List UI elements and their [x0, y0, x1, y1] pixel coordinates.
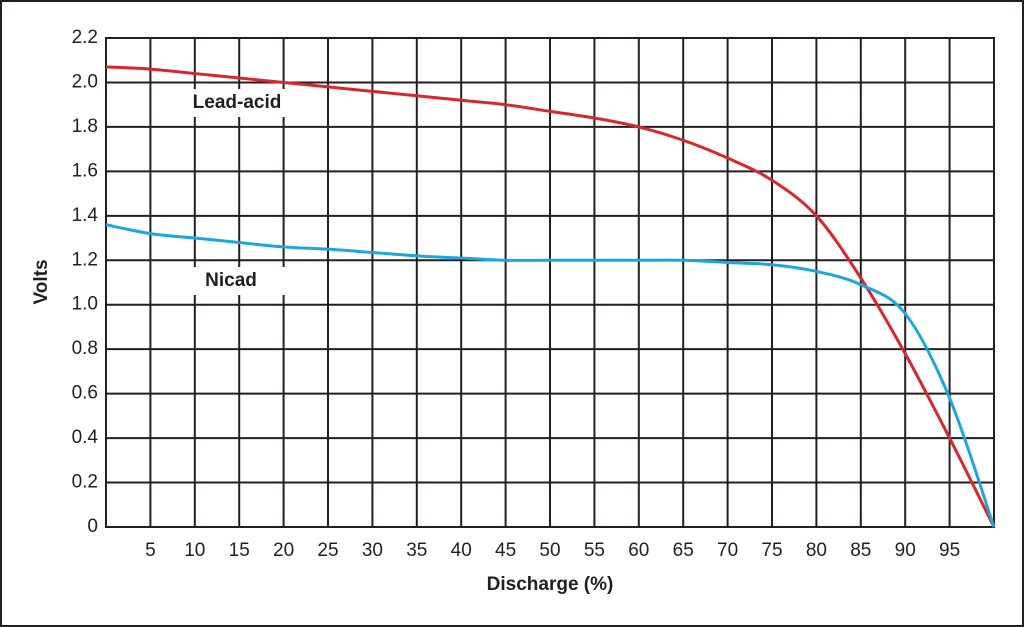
y-tick-label: 0: [87, 516, 98, 537]
y-tick-label: 0.2: [72, 472, 98, 493]
label-background: [179, 89, 295, 117]
x-tick-label: 65: [673, 540, 694, 561]
x-tick-label: 25: [317, 540, 338, 561]
y-tick-label: 1.8: [72, 116, 98, 137]
y-tick-label: 1.4: [72, 205, 99, 226]
y-axis-label: Volts: [31, 259, 52, 304]
series-label: Nicad: [205, 270, 257, 291]
x-tick-label: 60: [628, 540, 649, 561]
x-tick-label: 15: [229, 540, 250, 561]
y-tick-label: 0.4: [72, 427, 99, 448]
y-tick-label: 2.0: [72, 71, 98, 92]
x-axis-label: Discharge (%): [487, 574, 614, 595]
x-tick-label: 90: [895, 540, 916, 561]
x-tick-label: 20: [273, 540, 294, 561]
y-tick-label: 0.8: [72, 338, 98, 359]
x-tick-label: 40: [451, 540, 472, 561]
line-series: [105, 65, 996, 528]
x-tick-label: 55: [584, 540, 605, 561]
x-tick-label: 35: [406, 540, 427, 561]
y-tick-label: 0.6: [72, 383, 98, 404]
x-tick-label: 85: [850, 540, 871, 561]
series-label: Lead-acid: [193, 92, 282, 113]
y-tick-label: 1.6: [72, 160, 98, 181]
x-tick-label: 45: [495, 540, 516, 561]
label-background: [173, 267, 289, 295]
y-tick-label: 2.2: [72, 27, 98, 48]
x-tick-label: 75: [761, 540, 782, 561]
x-tick-label: 10: [184, 540, 205, 561]
x-tick-label: 30: [362, 540, 383, 561]
y-tick-label: 1.0: [72, 294, 98, 315]
x-tick-label: 95: [939, 540, 960, 561]
x-tick-label: 70: [717, 540, 738, 561]
x-tick-label: 50: [539, 540, 560, 561]
y-tick-label: 1.2: [72, 249, 98, 270]
line-series: [105, 223, 996, 528]
x-tick-label: 5: [145, 540, 156, 561]
x-tick-label: 80: [806, 540, 827, 561]
